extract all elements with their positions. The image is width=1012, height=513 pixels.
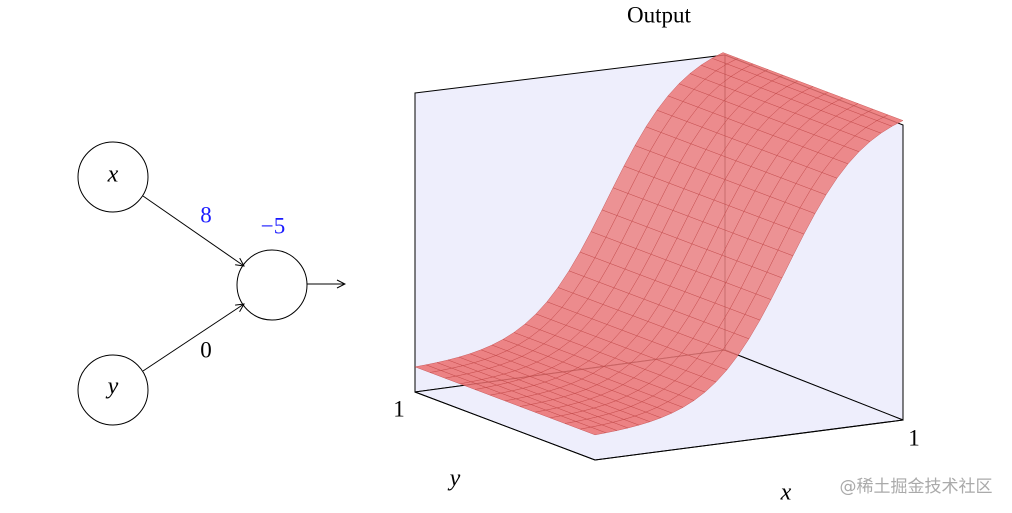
plot-title: Output [627, 2, 692, 27]
network [77, 141, 345, 426]
surface-plot [414, 52, 904, 461]
node-label: x [107, 162, 119, 188]
watermark: @稀土掘金技术社区 [840, 477, 993, 497]
node-label: y [106, 374, 119, 400]
input-node [77, 141, 149, 213]
surface [414, 52, 904, 436]
output-node [236, 249, 308, 321]
axis-tick-label: 1 [908, 425, 920, 450]
weight-label: 0 [200, 337, 212, 362]
axis-tick-label: 1 [393, 396, 405, 421]
edge [142, 304, 244, 372]
weight-label: 8 [200, 202, 212, 227]
bias-label: −5 [261, 213, 285, 238]
axis-label: x [780, 480, 792, 506]
axis-line [414, 391, 596, 461]
axis-line [594, 419, 904, 461]
input-node [77, 354, 149, 426]
edge [142, 195, 244, 266]
surface-patch [876, 114, 904, 127]
axis-label: y [448, 466, 461, 492]
